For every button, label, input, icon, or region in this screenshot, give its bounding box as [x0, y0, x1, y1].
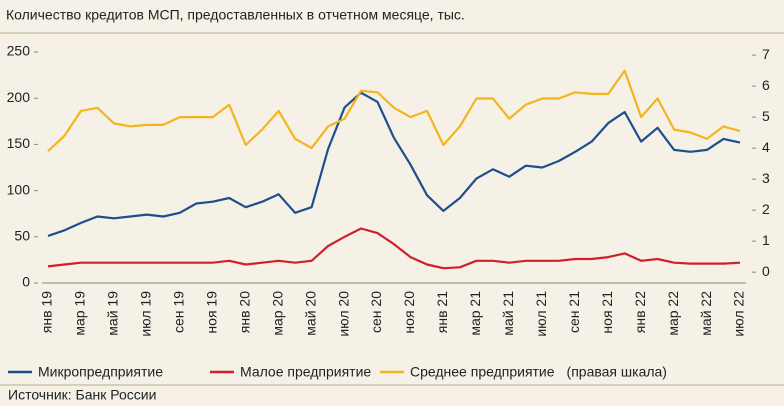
x-tick-label: сен 20 — [368, 291, 384, 333]
x-tick-label: май 19 — [105, 291, 121, 336]
y-tick-label: 100 — [7, 181, 31, 197]
x-tick-label: янв 22 — [632, 291, 648, 333]
x-tick-label: ноя 21 — [599, 291, 615, 334]
y2-tick-label: 6 — [762, 77, 770, 93]
x-tick-label: июл 20 — [335, 291, 351, 337]
y2-tick-label: 7 — [762, 46, 770, 62]
x-tick-label: мар 22 — [665, 291, 681, 336]
y-tick-label: 50 — [14, 228, 30, 244]
x-tick-label: май 22 — [698, 291, 714, 336]
y-tick-label: 150 — [7, 135, 31, 151]
x-tick-label: ноя 20 — [401, 291, 417, 334]
x-tick-label: ноя 19 — [203, 291, 219, 334]
y2-tick-label: 3 — [762, 170, 770, 186]
chart-title: Количество кредитов МСП, предоставленных… — [6, 7, 465, 23]
x-tick-label: май 21 — [500, 291, 516, 336]
source: Источник: Банк России — [8, 387, 156, 403]
legend-label: Микропредприятие — [38, 364, 163, 380]
x-tick-label: май 20 — [302, 291, 318, 336]
x-tick-label: янв 21 — [434, 291, 450, 333]
x-tick-label: июл 22 — [731, 291, 747, 337]
x-tick-label: июл 21 — [533, 291, 549, 337]
series-line — [47, 69, 741, 153]
legend-label: Среднее предприятие — [410, 364, 555, 380]
x-tick-label: сен 21 — [566, 291, 582, 333]
legend-note: (правая шкала) — [567, 364, 667, 380]
x-tick-label: мар 21 — [467, 291, 483, 336]
legend-label: Малое предприятие — [240, 364, 371, 380]
x-tick-label: мар 19 — [72, 291, 88, 336]
y2-tick-label: 4 — [762, 139, 770, 155]
y2-tick-label: 5 — [762, 108, 770, 124]
x-tick-label: июл 19 — [138, 291, 154, 337]
y-tick-label: 250 — [7, 43, 31, 59]
series-line — [47, 91, 741, 237]
y2-tick-label: 1 — [762, 232, 770, 248]
y2-tick-label: 2 — [762, 201, 770, 217]
series-line — [47, 227, 741, 270]
x-tick-label: янв 19 — [39, 291, 55, 333]
x-tick-label: сен 19 — [171, 291, 187, 333]
y-tick-label: 200 — [7, 89, 31, 105]
y2-tick-label: 0 — [762, 263, 770, 279]
x-tick-label: янв 20 — [236, 291, 252, 333]
y-tick-label: 0 — [22, 274, 30, 290]
x-tick-label: мар 20 — [269, 291, 285, 336]
